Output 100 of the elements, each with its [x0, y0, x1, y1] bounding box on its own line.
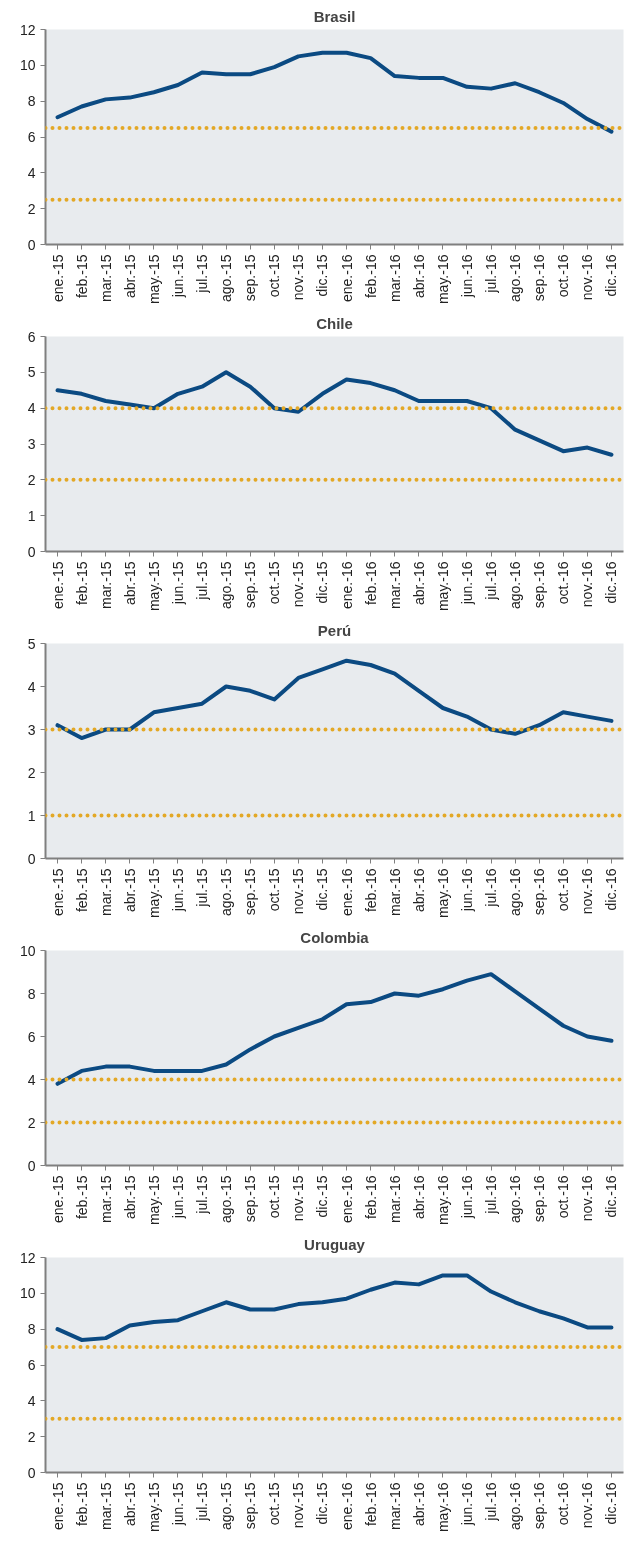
y-tick-label: 2 — [27, 200, 36, 217]
x-tick-label: jun.-15 — [169, 1175, 186, 1220]
x-tick-label: ago.-16 — [507, 561, 524, 609]
x-tick-label: may.-16 — [434, 868, 451, 919]
x-tick-label: mar.-16 — [386, 868, 403, 916]
x-tick-label: ene.-15 — [49, 1482, 66, 1530]
x-tick-label: feb.-16 — [362, 1482, 379, 1527]
x-tick-label: mar.-15 — [97, 1175, 114, 1223]
x-tick-label: jul.-15 — [194, 254, 211, 294]
x-tick-label: nov.-16 — [579, 561, 596, 608]
x-tick-label: feb.-15 — [73, 1175, 90, 1220]
x-tick-label: feb.-15 — [73, 254, 90, 299]
x-tick-label: may.-15 — [145, 561, 162, 612]
x-tick-label: abr.-16 — [410, 254, 427, 299]
y-tick-label: 4 — [27, 1071, 36, 1088]
x-tick-label: dic.-15 — [314, 561, 331, 604]
y-tick-label: 6 — [27, 328, 36, 345]
x-tick-label: ago.-15 — [218, 254, 235, 302]
x-tick-label: may.-15 — [145, 254, 162, 305]
y-tick-label: 6 — [27, 1028, 36, 1045]
x-tick-label: jun.-16 — [458, 561, 475, 606]
x-tick-label: mar.-16 — [386, 1482, 403, 1530]
y-tick-label: 2 — [27, 1428, 36, 1445]
y-tick-label: 12 — [19, 1249, 36, 1266]
x-tick-label: sep.-15 — [242, 1482, 259, 1530]
x-tick-label: abr.-15 — [121, 561, 138, 606]
x-tick-label: ago.-15 — [218, 868, 235, 916]
x-tick-label: feb.-16 — [362, 1175, 379, 1220]
y-tick-label: 1 — [27, 507, 36, 524]
x-tick-label: jul.-15 — [194, 868, 211, 908]
x-tick-label: feb.-15 — [73, 868, 90, 913]
x-tick-label: nov.-16 — [579, 1482, 596, 1529]
line-series — [55, 972, 614, 1086]
x-tick-label: sep.-15 — [242, 561, 259, 609]
line-series — [55, 1273, 614, 1342]
x-tick-label: sep.-16 — [531, 1175, 548, 1223]
x-tick-label: feb.-15 — [73, 1482, 90, 1527]
x-tick-label: nov.-16 — [579, 254, 596, 301]
x-tick-label: nov.-15 — [290, 1482, 307, 1529]
y-tick-label: 6 — [27, 129, 36, 145]
x-tick-label: sep.-16 — [531, 254, 548, 302]
y-tick-label: 2 — [27, 1114, 36, 1131]
x-tick-label: sep.-16 — [531, 1482, 548, 1530]
x-tick-label: abr.-16 — [410, 561, 427, 606]
chart-title: Perú — [317, 621, 352, 639]
x-tick-label: nov.-15 — [290, 1175, 307, 1222]
x-tick-label: ene.-16 — [338, 868, 355, 916]
x-tick-label: oct.-15 — [266, 868, 283, 912]
x-tick-label: dic.-15 — [314, 1482, 331, 1525]
x-tick-label: feb.-15 — [73, 561, 90, 606]
x-tick-label: abr.-16 — [410, 868, 427, 913]
x-tick-label: jul.-16 — [483, 1482, 500, 1522]
x-tick-label: jun.-16 — [458, 1482, 475, 1527]
y-tick-label: 6 — [27, 1357, 36, 1373]
x-tick-label: feb.-16 — [362, 254, 379, 299]
x-tick-label: jun.-15 — [169, 1482, 186, 1527]
x-tick-label: dic.-16 — [603, 1175, 620, 1218]
y-tick-label: 3 — [27, 721, 36, 738]
x-tick-label: ago.-15 — [218, 561, 235, 609]
x-tick-label: jun.-15 — [169, 254, 186, 299]
y-tick-label: 8 — [27, 93, 36, 110]
x-tick-label: jun.-16 — [458, 254, 475, 299]
x-tick-label: ene.-15 — [49, 1175, 66, 1223]
x-tick-label: mar.-16 — [386, 561, 403, 609]
x-tick-label: jun.-15 — [169, 561, 186, 606]
y-tick-label: 10 — [19, 57, 36, 74]
x-tick-label: dic.-16 — [603, 868, 620, 911]
x-tick-label: dic.-15 — [314, 1175, 331, 1218]
x-tick-label: mar.-16 — [386, 1175, 403, 1223]
x-tick-label: may.-16 — [434, 561, 451, 612]
x-tick-label: jul.-16 — [483, 254, 500, 294]
x-tick-label: jul.-15 — [194, 561, 211, 601]
x-tick-label: oct.-15 — [266, 1175, 283, 1219]
x-tick-label: nov.-16 — [579, 1175, 596, 1222]
y-tick-label: 4 — [27, 400, 36, 417]
x-tick-label: ago.-16 — [507, 868, 524, 916]
x-tick-label: ene.-16 — [338, 1482, 355, 1530]
x-tick-label: mar.-15 — [97, 868, 114, 916]
y-tick-label: 0 — [27, 1464, 36, 1481]
x-tick-label: abr.-15 — [121, 868, 138, 913]
x-tick-label: ene.-15 — [49, 254, 66, 302]
y-tick-label: 0 — [27, 543, 36, 560]
x-tick-label: oct.-16 — [555, 868, 572, 912]
x-tick-label: may.-15 — [145, 1482, 162, 1533]
x-tick-label: sep.-15 — [242, 1175, 259, 1223]
chart-title: Chile — [316, 314, 353, 332]
x-tick-label: ago.-16 — [507, 1175, 524, 1223]
x-tick-label: abr.-16 — [410, 1175, 427, 1220]
x-tick-label: jul.-15 — [194, 1175, 211, 1215]
line-series — [55, 370, 614, 457]
line-series — [55, 658, 614, 741]
x-tick-label: mar.-16 — [386, 254, 403, 302]
y-tick-label: 8 — [27, 985, 36, 1002]
x-tick-label: dic.-15 — [314, 254, 331, 297]
y-tick-label: 0 — [27, 1157, 36, 1174]
line-series — [55, 50, 614, 134]
x-tick-label: oct.-16 — [555, 1482, 572, 1526]
y-tick-label: 4 — [27, 1392, 36, 1409]
x-tick-label: nov.-15 — [290, 868, 307, 915]
y-tick-label: 10 — [19, 1285, 36, 1302]
